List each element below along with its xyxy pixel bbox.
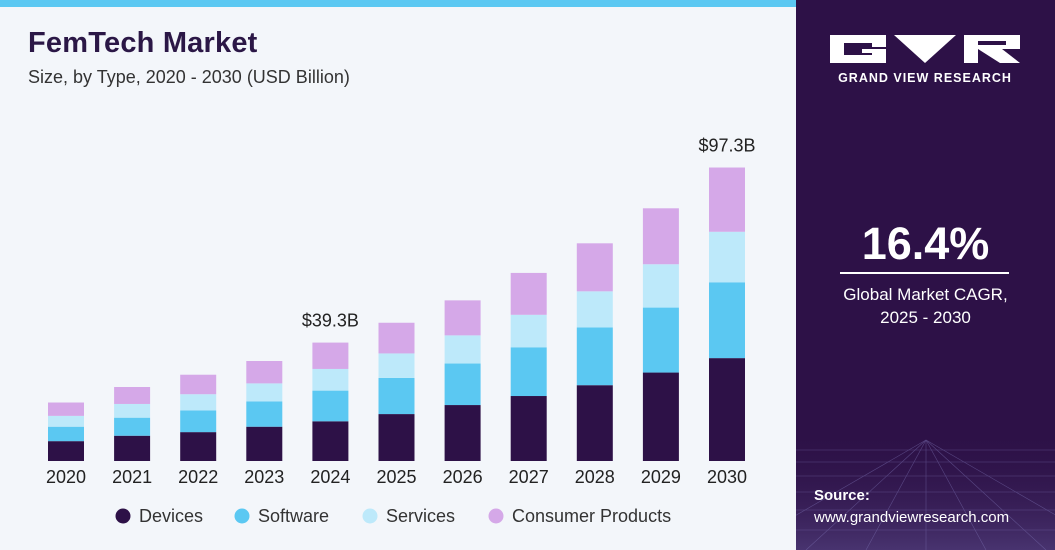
bar-2024-devices (312, 421, 349, 461)
x-tick-label: 2023 (244, 467, 284, 487)
x-tick-label: 2030 (707, 467, 747, 487)
legend-marker-devices (115, 508, 131, 524)
bar-2030-devices (709, 358, 745, 461)
bar-2023-devices (246, 426, 283, 461)
bar-2021-services (114, 403, 151, 418)
bar-2020-services (48, 415, 84, 427)
bar-2020-software (48, 426, 84, 442)
bar-2028-services (576, 291, 613, 328)
legend-label-services: Services (386, 506, 455, 526)
bar-2021-devices (114, 435, 151, 461)
legend-label-software: Software (258, 506, 329, 526)
cagr-label-line2: 2025 - 2030 (880, 308, 971, 327)
bar-2026-software (444, 363, 481, 406)
bar-2024-software (312, 390, 349, 422)
data-label-2030: $97.3B (698, 136, 755, 156)
bar-2030-services (709, 231, 745, 283)
bar-2029-devices (642, 372, 679, 461)
bar-2029-software (642, 307, 679, 373)
perspective-grid-decoration (796, 430, 1055, 550)
bar-2022-services (180, 394, 217, 411)
accent-bar (0, 0, 796, 7)
bar-2029-services (642, 264, 679, 308)
bar-2023-software (246, 401, 283, 427)
bar-2022-consumer-products (180, 374, 217, 395)
x-tick-label: 2022 (178, 467, 218, 487)
bar-2027-services (510, 314, 547, 348)
bar-2020-devices (48, 441, 84, 461)
bar-2026-consumer-products (444, 300, 481, 336)
x-tick-label: 2025 (376, 467, 416, 487)
x-tick-label: 2027 (509, 467, 549, 487)
bar-2028-software (576, 327, 613, 386)
bar-2029-consumer-products (642, 208, 679, 265)
legend-marker-software (234, 508, 250, 524)
bar-2023-consumer-products (246, 361, 283, 384)
chart-panel: FemTech Market Size, by Type, 2020 - 203… (0, 0, 796, 550)
source-url[interactable]: www.grandviewresearch.com (814, 509, 1010, 526)
bar-2021-consumer-products (114, 386, 151, 404)
bar-2026-services (444, 335, 481, 364)
bar-2025-consumer-products (378, 322, 415, 354)
bar-2027-software (510, 347, 547, 397)
legend-marker-services (362, 508, 378, 524)
bar-2025-software (378, 377, 415, 415)
bar-2027-devices (510, 396, 547, 461)
cagr-value: 16.4% (861, 218, 990, 269)
bar-2022-devices (180, 432, 217, 461)
bar-2025-devices (378, 414, 415, 461)
bar-2022-software (180, 410, 217, 433)
bar-2023-services (246, 383, 283, 402)
x-tick-label: 2020 (46, 467, 86, 487)
bar-2026-devices (444, 405, 481, 461)
bar-2024-services (312, 368, 349, 391)
bar-2021-software (114, 417, 151, 436)
bar-2027-consumer-products (510, 272, 547, 315)
x-tick-label: 2028 (575, 467, 615, 487)
cagr-label-line1: Global Market CAGR, (843, 285, 1008, 304)
bar-2020-consumer-products (48, 402, 84, 416)
data-label-2024: $39.3B (302, 311, 359, 331)
cagr-label: Global Market CAGR, 2025 - 2030 (796, 283, 1055, 329)
legend-label-devices: Devices (139, 506, 203, 526)
stacked-bar-chart: 2020 2021 2022 2023 2024 $39.3B 2025 2026 2027 20… (46, 136, 756, 526)
bar-2030-software (709, 282, 745, 359)
legend-marker-consumer-products (488, 508, 504, 524)
logo-text: GRAND VIEW RESEARCH (838, 71, 1012, 85)
x-tick-label: 2029 (641, 467, 681, 487)
sidebar-panel: GRAND VIEW RESEARCH 16.4% Global Market … (796, 0, 1055, 550)
bar-2024-consumer-products (312, 342, 349, 369)
legend-label-consumer-products: Consumer Products (512, 506, 671, 526)
x-tick-label: 2024 (310, 467, 350, 487)
chart-title: FemTech Market (28, 27, 258, 59)
bar-2028-devices (576, 385, 613, 461)
bar-2025-services (378, 353, 415, 378)
source-label: Source: (814, 487, 870, 504)
chart-subtitle: Size, by Type, 2020 - 2030 (USD Billion) (28, 67, 350, 87)
x-tick-label: 2021 (112, 467, 152, 487)
logo-mark-icon (830, 35, 1020, 63)
bar-2030-consumer-products (709, 167, 745, 232)
cagr-divider (840, 272, 1009, 274)
x-tick-label: 2026 (443, 467, 483, 487)
bar-2028-consumer-products (576, 243, 613, 292)
grand-view-research-logo: GRAND VIEW RESEARCH (828, 31, 1022, 91)
